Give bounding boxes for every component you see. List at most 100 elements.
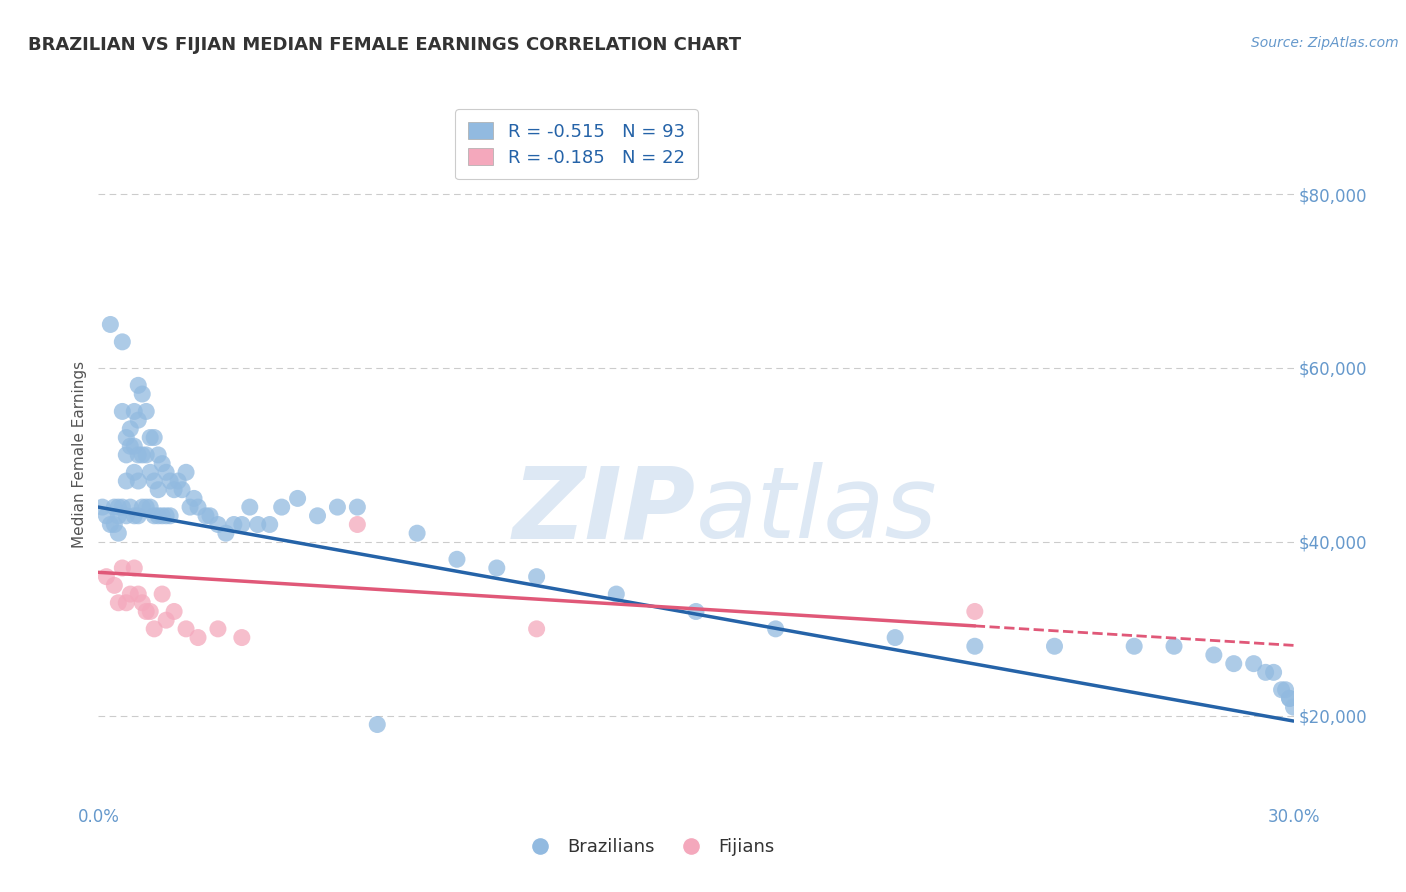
Point [124,561,146,575]
Point [100,517,122,532]
Point [111,404,134,418]
Point [127,474,149,488]
Point [124,466,146,480]
Point [131,387,153,401]
Point [207,622,229,636]
Point [115,508,138,523]
Point [127,378,149,392]
Point [120,422,142,436]
Point [446,552,468,566]
Point [1254,665,1277,680]
Point [1282,700,1305,714]
Point [222,517,245,532]
Point [96,570,118,584]
Point [127,508,149,523]
Point [96,508,118,523]
Point [111,500,134,514]
Point [124,508,146,523]
Point [139,431,162,445]
Point [406,526,429,541]
Point [231,517,253,532]
Point [1274,682,1296,697]
Point [127,413,149,427]
Point [115,474,138,488]
Point [366,717,388,731]
Point [526,622,548,636]
Point [215,526,238,541]
Point [485,561,508,575]
Point [148,483,170,497]
Point [131,448,153,462]
Point [139,500,162,514]
Point [198,508,221,523]
Point [163,483,186,497]
Point [148,508,170,523]
Point [107,508,129,523]
Point [150,457,173,471]
Point [103,517,125,532]
Point [1202,648,1225,662]
Point [1163,639,1185,653]
Point [239,500,262,514]
Point [287,491,309,506]
Point [1243,657,1265,671]
Point [131,500,153,514]
Point [195,508,218,523]
Point [150,508,173,523]
Point [174,466,197,480]
Point [174,622,197,636]
Point [1263,665,1285,680]
Point [135,448,157,462]
Point [91,500,114,514]
Point [155,613,177,627]
Point [1123,639,1146,653]
Point [259,517,281,532]
Point [163,605,186,619]
Point [143,508,166,523]
Point [115,448,138,462]
Point [111,561,134,575]
Point [167,474,190,488]
Point [1271,682,1294,697]
Point [115,431,138,445]
Point [605,587,627,601]
Point [159,474,181,488]
Point [150,587,173,601]
Point [183,491,205,506]
Point [135,404,157,418]
Point [103,500,125,514]
Point [100,318,122,332]
Point [1278,691,1301,706]
Point [1222,657,1246,671]
Point [115,596,138,610]
Point [143,474,166,488]
Point [124,404,146,418]
Point [103,578,125,592]
Text: BRAZILIAN VS FIJIAN MEDIAN FEMALE EARNINGS CORRELATION CHART: BRAZILIAN VS FIJIAN MEDIAN FEMALE EARNIN… [28,36,741,54]
Point [270,500,292,514]
Point [148,448,170,462]
Point [307,508,329,523]
Text: Source: ZipAtlas.com: Source: ZipAtlas.com [1251,36,1399,50]
Point [207,517,229,532]
Point [526,570,548,584]
Text: atlas: atlas [696,462,938,559]
Point [124,439,146,453]
Legend: Brazilians, Fijians: Brazilians, Fijians [515,831,782,863]
Point [155,466,177,480]
Point [135,500,157,514]
Point [120,500,142,514]
Point [187,631,209,645]
Point [111,334,134,349]
Point [1043,639,1066,653]
Point [765,622,787,636]
Point [346,500,368,514]
Point [179,500,201,514]
Point [143,431,166,445]
Point [346,517,368,532]
Point [963,605,986,619]
Point [1278,691,1301,706]
Point [135,605,157,619]
Point [107,500,129,514]
Point [120,439,142,453]
